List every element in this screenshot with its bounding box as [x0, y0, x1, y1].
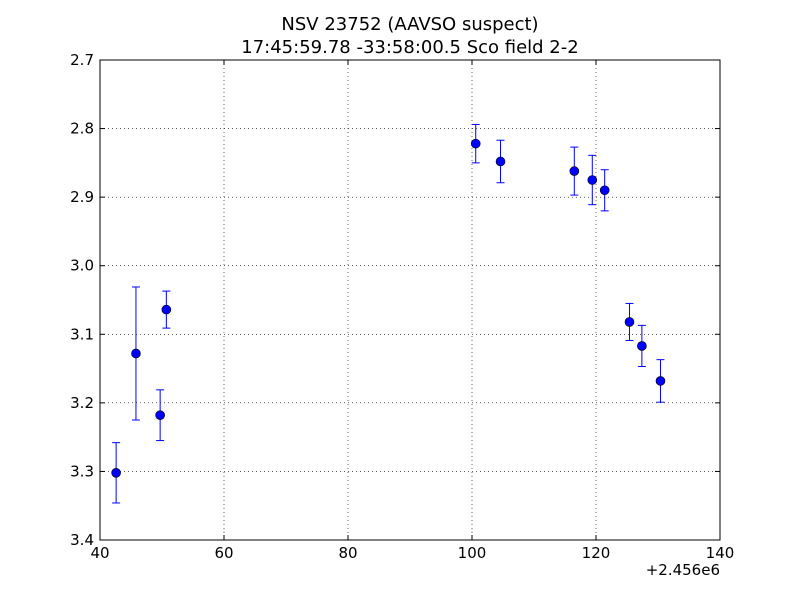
- data-point: [587, 175, 598, 185]
- data-point: [655, 376, 666, 386]
- data-point: [111, 467, 121, 478]
- data-point: [155, 410, 165, 421]
- data-series: [111, 123, 666, 504]
- y-tick-label: 3.3: [70, 462, 94, 480]
- y-tick-label: 3.1: [70, 325, 94, 343]
- data-point: [569, 166, 580, 176]
- plot-frame: [99, 59, 721, 541]
- x-tick-label: 100: [458, 544, 487, 562]
- tick-labels: 40 60 80 100 120 140 2.7 2.8 2.9 3.0 3.1 3.2 3.3 3.4: [70, 51, 734, 562]
- y-tick-label: 2.8: [70, 120, 94, 138]
- data-point: [470, 138, 481, 149]
- data-point: [495, 156, 506, 167]
- y-tick-label: 3.4: [70, 531, 94, 549]
- chart-title-line1: NSV 23752 (AAVSO suspect): [281, 14, 538, 35]
- grid-lines: [100, 60, 720, 540]
- chart-title-line2: 17:45:59.78 -33:58:00.5 Sco field 2-2: [241, 37, 578, 58]
- data-point: [637, 341, 647, 351]
- data-point: [161, 304, 172, 315]
- data-point: [131, 348, 141, 359]
- y-tick-label: 3.2: [70, 394, 94, 412]
- x-offset-label: +2.456e6: [646, 561, 720, 579]
- y-tick-label: 2.9: [70, 188, 94, 206]
- y-tick-label: 2.7: [70, 51, 94, 69]
- x-tick-label: 80: [338, 544, 357, 562]
- x-tick-label: 40: [90, 544, 109, 562]
- x-tick-label: 140: [706, 544, 735, 562]
- data-point: [599, 185, 610, 196]
- x-tick-label: 60: [214, 544, 233, 562]
- y-tick-label: 3.0: [70, 257, 94, 275]
- data-point: [624, 317, 635, 327]
- x-tick-label: 120: [582, 544, 611, 562]
- axis-ticks: [99, 59, 721, 541]
